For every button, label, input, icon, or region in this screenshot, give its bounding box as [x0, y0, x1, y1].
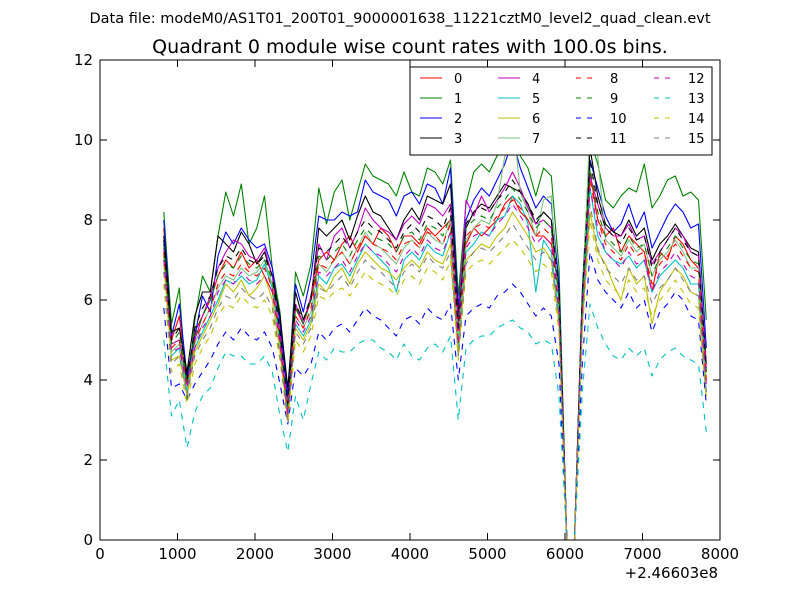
x-tick-label: 6000 [546, 545, 584, 563]
series-line-5 [163, 187, 707, 540]
series-line-10 [163, 251, 707, 540]
series-line-13 [163, 303, 707, 540]
series-line-12 [163, 187, 707, 540]
legend-box [409, 66, 713, 156]
legend-label-2: 2 [454, 112, 462, 127]
legend-label-10: 10 [610, 112, 627, 127]
series-line-15 [163, 203, 707, 540]
legend-label-12: 12 [688, 72, 705, 87]
legend-label-0: 0 [454, 72, 462, 87]
series-line-14 [163, 219, 707, 540]
legend-label-3: 3 [454, 132, 462, 147]
y-tick-label: 6 [83, 291, 93, 309]
y-tick-label: 12 [74, 51, 93, 69]
series-line-1 [163, 139, 707, 540]
plot-area [163, 115, 707, 540]
legend-label-7: 7 [532, 132, 540, 147]
y-tick-label: 2 [83, 451, 93, 469]
series-line-6 [163, 211, 707, 540]
legend-label-8: 8 [610, 72, 618, 87]
x-tick-label: 2000 [236, 545, 274, 563]
axes: 0 1000 2000 3000 4000 5000 6000 7000 80000246810… [74, 51, 739, 563]
x-tick-label: 7000 [623, 545, 661, 563]
series-line-7 [163, 115, 707, 540]
series-line-11 [163, 159, 707, 540]
y-tick-label: 10 [74, 131, 93, 149]
x-tick-label: 0 [95, 545, 105, 563]
legend-label-6: 6 [532, 112, 540, 127]
series-line-3 [163, 147, 707, 540]
series-line-4 [163, 171, 707, 540]
figure-suptitle: Data file: modeM0/AS1T01_200T01_90000016… [89, 11, 710, 27]
legend-label-4: 4 [532, 72, 540, 87]
x-offset-label: +2.46603e8 [625, 564, 718, 582]
legend-label-11: 11 [610, 132, 627, 147]
legend-label-1: 1 [454, 92, 462, 107]
legend-label-14: 14 [688, 112, 705, 127]
legend-label-13: 13 [688, 92, 705, 107]
chart-title: Quadrant 0 module wise count rates with … [152, 36, 668, 58]
x-tick-label: 3000 [313, 545, 351, 563]
x-tick-label: 8000 [701, 545, 739, 563]
legend-label-5: 5 [532, 92, 540, 107]
series-line-2 [163, 139, 707, 540]
legend-label-15: 15 [688, 132, 705, 147]
series-line-9 [163, 167, 707, 540]
y-tick-label: 0 [83, 531, 93, 549]
x-tick-label: 1000 [158, 545, 196, 563]
legend-label-9: 9 [610, 92, 618, 107]
y-tick-label: 8 [83, 211, 93, 229]
x-tick-label: 4000 [391, 545, 429, 563]
y-tick-label: 4 [83, 371, 93, 389]
x-tick-label: 5000 [468, 545, 506, 563]
